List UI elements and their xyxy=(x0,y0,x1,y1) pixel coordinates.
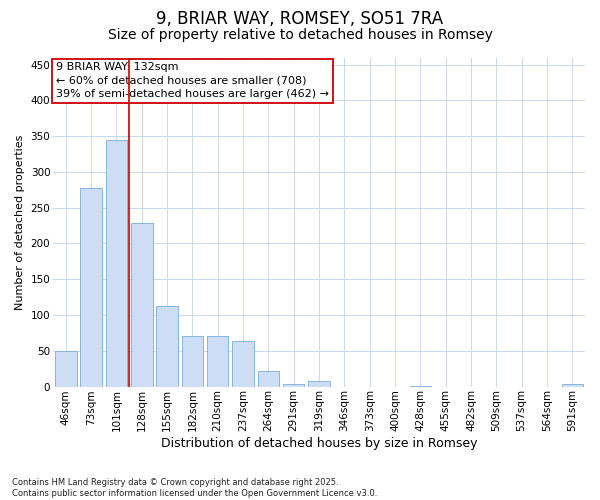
Text: Size of property relative to detached houses in Romsey: Size of property relative to detached ho… xyxy=(107,28,493,42)
Bar xyxy=(283,384,304,386)
Bar xyxy=(55,351,77,386)
Bar xyxy=(182,336,203,386)
Text: 9 BRIAR WAY: 132sqm
← 60% of detached houses are smaller (708)
39% of semi-detac: 9 BRIAR WAY: 132sqm ← 60% of detached ho… xyxy=(56,62,329,99)
Bar xyxy=(232,342,254,386)
Bar xyxy=(257,371,279,386)
Y-axis label: Number of detached properties: Number of detached properties xyxy=(15,134,25,310)
Bar xyxy=(80,188,102,386)
Bar xyxy=(106,140,127,386)
Bar xyxy=(157,306,178,386)
Bar xyxy=(207,336,229,386)
Text: Contains HM Land Registry data © Crown copyright and database right 2025.
Contai: Contains HM Land Registry data © Crown c… xyxy=(12,478,377,498)
Bar xyxy=(308,381,330,386)
Text: 9, BRIAR WAY, ROMSEY, SO51 7RA: 9, BRIAR WAY, ROMSEY, SO51 7RA xyxy=(157,10,443,28)
Bar xyxy=(562,384,583,386)
X-axis label: Distribution of detached houses by size in Romsey: Distribution of detached houses by size … xyxy=(161,437,477,450)
Bar xyxy=(131,224,152,386)
